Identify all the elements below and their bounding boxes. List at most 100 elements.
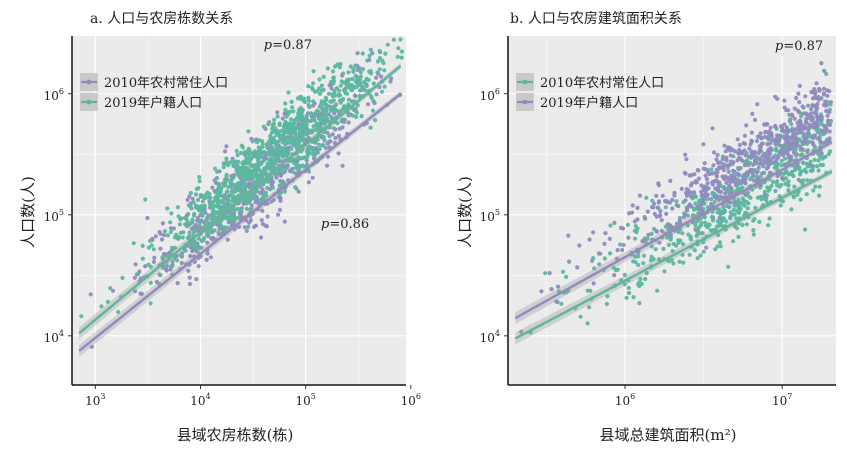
data-point [637, 301, 642, 306]
data-point [175, 205, 180, 210]
data-point [310, 151, 315, 156]
data-point [188, 190, 193, 196]
data-point [751, 173, 756, 178]
data-point [735, 137, 740, 142]
data-point [332, 105, 337, 110]
data-point [821, 91, 827, 96]
data-point [136, 271, 141, 277]
data-point [311, 103, 316, 108]
data-point [677, 218, 683, 223]
data-point [694, 228, 699, 233]
data-point [732, 149, 738, 154]
data-point [772, 165, 777, 170]
data-point [723, 191, 728, 196]
data-point [146, 245, 151, 250]
data-point [305, 154, 310, 159]
data-point [622, 272, 627, 277]
data-point [340, 125, 345, 130]
data-point [817, 193, 822, 198]
data-point [736, 210, 742, 215]
data-point [768, 141, 773, 146]
data-point [293, 185, 298, 190]
data-point [643, 216, 648, 221]
data-point [645, 236, 650, 241]
data-point [705, 181, 710, 186]
data-point [356, 83, 361, 88]
data-point [99, 304, 104, 309]
data-point [355, 103, 360, 108]
data-point [298, 124, 303, 129]
data-point [212, 166, 218, 171]
data-point [336, 151, 341, 156]
data-point [669, 257, 674, 263]
data-point [357, 93, 362, 98]
data-point [566, 233, 571, 238]
data-point [346, 70, 351, 75]
data-point [184, 222, 189, 227]
data-point [781, 171, 786, 176]
data-point [239, 143, 244, 148]
data-point [806, 131, 811, 136]
data-point [619, 225, 624, 230]
data-point [808, 163, 814, 168]
data-point [177, 222, 182, 227]
data-point [164, 268, 169, 273]
panel-b-tick-labels: 106107108104105106 [480, 87, 793, 408]
data-point [189, 226, 194, 231]
data-point [325, 130, 330, 136]
data-point [742, 141, 748, 146]
data-point [238, 150, 244, 155]
data-point [817, 135, 822, 140]
data-point [800, 123, 805, 128]
data-point [663, 205, 668, 210]
data-point [241, 187, 247, 193]
data-point [331, 126, 336, 131]
data-point [235, 215, 240, 220]
data-point [399, 49, 404, 54]
data-point [630, 203, 635, 208]
data-point [645, 209, 650, 214]
data-point [817, 86, 822, 92]
data-point [195, 197, 201, 202]
data-point [700, 197, 705, 202]
data-point [680, 231, 685, 236]
data-point [319, 99, 324, 104]
data-point [268, 133, 273, 139]
data-point [160, 221, 165, 226]
data-point [350, 76, 355, 82]
data-point [709, 201, 714, 207]
data-point [250, 170, 255, 175]
data-point [668, 237, 673, 242]
data-point [351, 66, 356, 71]
data-point [789, 122, 794, 127]
data-point [346, 97, 352, 102]
legend-label: 2019年户籍人口 [540, 95, 638, 111]
data-point [743, 192, 748, 198]
data-point [753, 205, 758, 210]
data-point [717, 189, 722, 194]
data-point [724, 158, 729, 163]
data-point [736, 151, 741, 156]
data-point [777, 194, 782, 199]
data-point [809, 106, 814, 112]
data-point [222, 202, 227, 208]
x-tick-label: 106 [615, 392, 635, 408]
data-point [770, 160, 775, 166]
data-point [238, 174, 244, 179]
data-point [578, 314, 583, 319]
data-point [366, 77, 371, 83]
data-point [683, 198, 688, 203]
data-point [641, 261, 646, 266]
data-point [622, 282, 627, 287]
data-point [740, 222, 745, 228]
data-point [732, 212, 737, 217]
data-point [334, 86, 339, 91]
data-point [643, 276, 648, 282]
data-point [827, 122, 833, 127]
data-point [258, 235, 264, 240]
data-point [774, 133, 780, 138]
data-point [336, 133, 341, 139]
data-point [275, 114, 280, 119]
data-point [138, 276, 143, 281]
data-point [395, 54, 400, 60]
